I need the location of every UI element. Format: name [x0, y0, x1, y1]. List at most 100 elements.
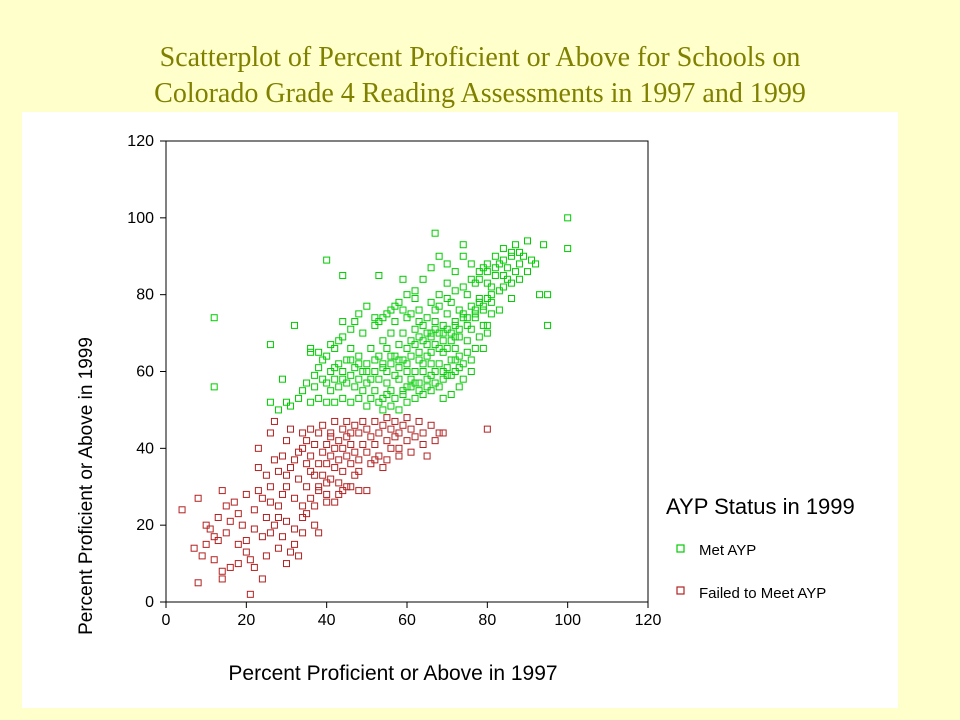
data-point-failed — [355, 456, 363, 464]
data-point-met — [323, 398, 331, 406]
data-point-met — [274, 406, 282, 414]
data-point-met — [407, 352, 415, 360]
data-point-failed — [347, 440, 355, 448]
data-point-met — [419, 360, 427, 368]
data-point-met — [407, 375, 415, 383]
data-point-failed — [347, 429, 355, 437]
data-point-failed — [311, 440, 319, 448]
data-point-met — [419, 321, 427, 329]
data-point-failed — [303, 510, 311, 518]
data-point-met — [403, 344, 411, 352]
chart-panel: 0 20 40 60 80 100 120 0 20 40 60 80 100 120 Percent P… — [22, 112, 898, 708]
data-point-met — [375, 352, 383, 360]
data-point-met — [463, 314, 471, 322]
data-point-met — [451, 368, 459, 375]
data-point-failed — [339, 487, 347, 495]
data-point-met — [359, 329, 367, 337]
data-point-failed — [299, 529, 307, 537]
data-point-failed — [206, 525, 214, 533]
data-point-met — [431, 318, 439, 326]
y-tick-label: 20 — [136, 517, 154, 534]
data-point-met — [427, 387, 435, 395]
data-point-met — [499, 245, 507, 253]
data-point-met — [423, 383, 431, 391]
data-point-failed — [423, 452, 431, 460]
data-point-failed — [419, 440, 427, 448]
data-point-met — [395, 356, 403, 364]
data-point-failed — [387, 425, 395, 433]
data-point-met — [507, 279, 515, 287]
data-point-met — [379, 314, 387, 322]
data-point-failed — [230, 498, 238, 506]
data-point-failed — [343, 452, 351, 460]
data-point-met — [487, 298, 495, 306]
data-point-met — [439, 329, 447, 337]
data-point-failed — [262, 552, 270, 560]
data-point-met — [415, 356, 423, 364]
data-point-met — [307, 398, 315, 406]
data-point-met — [423, 329, 431, 337]
data-point-failed — [283, 437, 290, 445]
data-point-met — [383, 344, 391, 352]
data-point-met — [483, 279, 491, 287]
data-point-failed — [407, 425, 415, 433]
data-point-met — [395, 341, 403, 349]
data-point-failed — [250, 563, 258, 571]
data-point-met — [379, 394, 387, 402]
data-point-met — [359, 387, 367, 395]
data-point-failed — [383, 414, 391, 422]
data-point-met — [379, 360, 387, 368]
data-point-met — [467, 260, 475, 268]
data-point-met — [371, 387, 379, 395]
data-point-met — [351, 364, 359, 372]
data-point-failed — [435, 429, 443, 437]
data-point-met — [391, 302, 399, 310]
data-point-failed — [283, 483, 290, 491]
data-point-met — [431, 341, 439, 349]
data-point-failed — [407, 448, 415, 456]
data-point-failed — [335, 490, 343, 498]
data-point-failed — [250, 506, 258, 514]
data-point-met — [451, 321, 459, 329]
data-point-failed — [323, 440, 331, 448]
data-point-failed — [327, 475, 335, 483]
data-point-met — [323, 352, 331, 360]
data-point-failed — [242, 548, 250, 556]
data-point-met — [423, 352, 431, 360]
data-point-met — [363, 302, 371, 310]
data-point-met — [483, 295, 491, 303]
data-point-met — [355, 352, 363, 360]
data-point-failed — [242, 537, 250, 545]
data-point-failed — [202, 540, 210, 548]
data-point-failed — [391, 417, 399, 425]
data-point-met — [399, 275, 407, 283]
data-point-failed — [315, 487, 323, 495]
data-point-met — [278, 375, 286, 383]
data-point-met — [335, 337, 343, 345]
data-point-met — [459, 314, 467, 322]
data-point-met — [519, 252, 527, 260]
data-point-failed — [391, 433, 399, 441]
data-point-met — [471, 306, 479, 314]
data-point-met — [443, 310, 451, 318]
data-point-met — [459, 252, 467, 260]
data-point-failed — [283, 517, 290, 525]
data-point-failed — [319, 471, 327, 479]
data-point-met — [331, 375, 339, 383]
data-point-met — [564, 245, 572, 253]
data-point-failed — [347, 483, 355, 491]
data-point-met — [339, 318, 347, 326]
data-point-met — [507, 252, 515, 260]
data-point-failed — [287, 464, 295, 472]
data-point-failed — [270, 417, 278, 425]
data-point-met — [287, 402, 295, 410]
data-point-met — [479, 302, 487, 310]
data-point-met — [439, 368, 447, 375]
data-point-met — [431, 379, 439, 387]
data-point-met — [511, 268, 519, 276]
data-point-met — [419, 337, 427, 345]
data-point-failed — [315, 429, 323, 437]
data-point-met — [455, 333, 463, 341]
data-point-met — [331, 364, 339, 372]
data-point-failed — [278, 490, 286, 498]
